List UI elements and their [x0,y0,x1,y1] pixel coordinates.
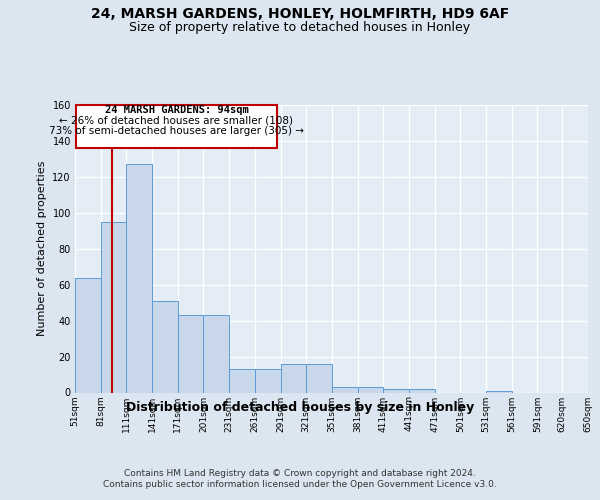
Bar [101,222,127,392]
Y-axis label: Number of detached properties: Number of detached properties [37,161,47,336]
Bar [152,301,178,392]
Bar [281,364,306,392]
Text: Size of property relative to detached houses in Honley: Size of property relative to detached ho… [130,21,470,34]
Bar [306,364,332,392]
Bar [383,389,409,392]
Text: Contains public sector information licensed under the Open Government Licence v3: Contains public sector information licen… [103,480,497,489]
Bar [358,387,383,392]
Text: Contains HM Land Registry data © Crown copyright and database right 2024.: Contains HM Land Registry data © Crown c… [124,469,476,478]
Bar [75,278,101,392]
Bar [178,315,203,392]
Bar [127,164,152,392]
Bar [255,369,281,392]
Text: 24, MARSH GARDENS, HONLEY, HOLMFIRTH, HD9 6AF: 24, MARSH GARDENS, HONLEY, HOLMFIRTH, HD… [91,8,509,22]
Text: 24 MARSH GARDENS: 94sqm: 24 MARSH GARDENS: 94sqm [104,106,248,116]
Text: 73% of semi-detached houses are larger (305) →: 73% of semi-detached houses are larger (… [49,126,304,136]
Bar [203,315,229,392]
Bar [486,390,512,392]
Text: ← 26% of detached houses are smaller (108): ← 26% of detached houses are smaller (10… [59,116,293,126]
Bar [229,369,255,392]
Bar [76,105,277,148]
Bar [332,387,358,392]
Text: Distribution of detached houses by size in Honley: Distribution of detached houses by size … [126,401,474,414]
Bar [409,389,434,392]
